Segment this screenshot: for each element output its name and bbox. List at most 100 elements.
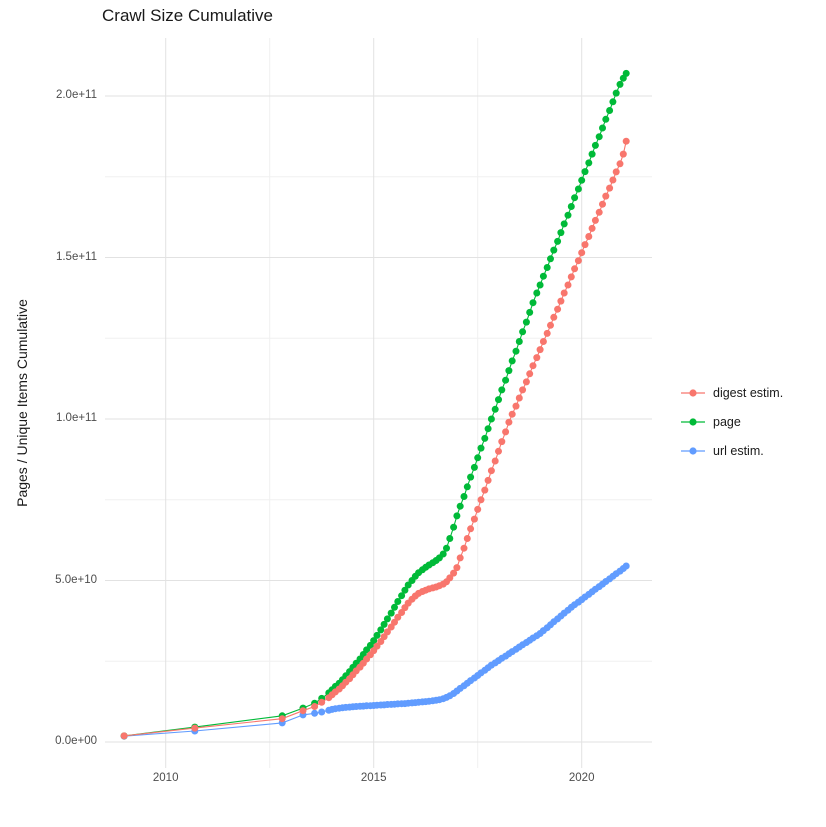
data-point-digest-estim [398,609,406,616]
data-point-digest-estim [595,208,603,216]
data-point-digest-estim [456,554,464,562]
data-point-page [567,203,575,210]
data-point-url-estim [318,708,326,716]
data-point-page [394,598,402,605]
data-point-page [564,211,572,219]
data-point-digest-estim [498,438,506,446]
data-point-page [387,609,395,617]
data-point-digest-estim [446,574,454,582]
legend-item-url-estim: url estim. [680,436,783,465]
data-point-url-estim [311,709,319,717]
data-point-page [622,69,630,77]
data-point-page [391,603,398,611]
data-point-page [467,473,475,481]
data-point-digest-estim [484,476,492,484]
data-point-digest-estim [560,289,568,297]
data-point-digest-estim [533,354,541,362]
data-point-page [502,376,510,384]
data-point-page [463,483,471,491]
data-point-digest-estim [622,137,630,145]
data-point-digest-estim [591,216,599,224]
data-point-page [529,299,537,307]
chart-canvas [105,38,652,768]
data-point-page [539,272,547,280]
data-point-page [578,176,586,184]
data-point-digest-estim [487,467,495,475]
data-point-page [557,229,565,237]
plot-panel [105,38,652,768]
data-point-digest-estim [463,535,471,542]
data-point-digest-estim [470,515,478,523]
data-point-page [487,415,495,423]
data-point-digest-estim [536,346,544,354]
data-point-digest-estim [578,249,586,257]
data-point-digest-estim [564,281,572,289]
data-point-page [481,434,489,442]
data-point-page [439,550,447,558]
data-point-digest-estim [502,428,510,436]
data-point-page [581,168,589,176]
legend: digest estim. page url estim. [680,378,783,465]
data-point-page [453,512,461,520]
data-point-digest-estim [602,192,610,200]
data-point-page [595,133,603,141]
x-tick-label: 2015 [360,772,387,784]
data-point-page [543,264,551,271]
data-point-digest-estim [585,233,593,240]
data-point-page [612,89,620,97]
data-point-page [401,586,409,594]
data-point-digest-estim [529,362,537,370]
data-point-digest-estim [612,168,620,176]
data-point-page [446,535,454,542]
data-point-page [383,615,391,623]
data-point-page [398,592,406,600]
data-point-digest-estim [619,150,627,158]
y-tick-label: 0.0e+00 [55,735,97,747]
legend-item-digest-estim: digest estim. [680,378,783,407]
data-point-page [550,246,558,254]
data-point-digest-estim [318,698,326,706]
data-point-digest-estim [299,707,307,715]
legend-label: url estim. [713,443,764,458]
data-point-digest-estim [453,564,461,572]
data-point-digest-estim [606,184,614,192]
legend-key-icon [681,388,705,397]
y-tick-label: 1.0e+11 [55,412,97,424]
data-point-page [585,159,593,167]
data-point-digest-estim [481,486,489,494]
data-point-page [616,80,624,88]
legend-label: digest estim. [713,385,784,400]
data-point-url-estim [622,562,630,570]
data-point-page [571,194,579,202]
data-point-digest-estim [574,257,582,265]
data-point-page [443,544,450,552]
legend-key-icon [681,446,705,455]
data-point-digest-estim [391,618,398,626]
data-point-page [591,141,599,149]
data-point-digest-estim [278,715,286,723]
data-point-page [491,405,499,413]
series-digest-estim [120,137,630,740]
data-point-digest-estim [460,544,468,552]
chart-title: Crawl Size Cumulative [102,6,273,25]
data-point-page [547,255,554,263]
data-point-digest-estim [557,297,565,305]
data-point-page [602,115,610,123]
series-page [120,69,630,740]
data-point-page [588,150,596,158]
data-point-page [450,523,458,531]
data-point-digest-estim [599,200,606,208]
data-point-digest-estim [477,496,485,504]
data-point-page [574,185,582,193]
data-point-digest-estim [120,732,128,740]
data-point-page [554,237,562,245]
data-point-digest-estim [394,613,402,621]
data-point-digest-estim [547,321,554,329]
data-point-digest-estim [467,525,475,533]
y-tick-label: 5.0e+10 [55,573,97,586]
data-point-digest-estim [373,642,381,650]
data-point-digest-estim [543,329,551,337]
data-point-page [536,281,544,289]
y-tick-label: 2.0e+11 [55,89,97,101]
data-point-page [484,425,492,433]
